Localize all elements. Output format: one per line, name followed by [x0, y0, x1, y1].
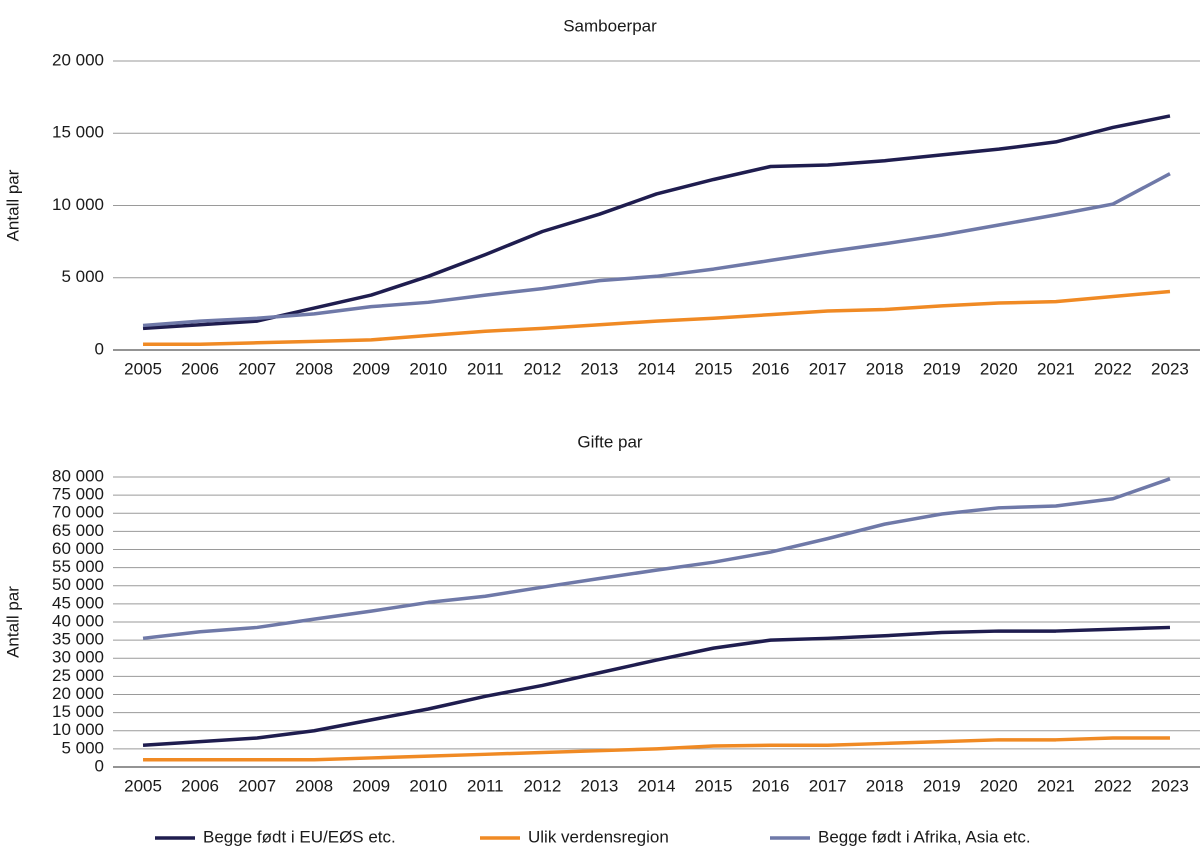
x-tick-label: 2007	[238, 776, 276, 795]
y-tick-label: 25 000	[52, 666, 104, 685]
x-tick-label: 2019	[923, 776, 961, 795]
x-tick-label: 2017	[809, 776, 847, 795]
series-line	[142, 477, 1171, 641]
series-line	[142, 625, 1171, 747]
x-tick-label: 2018	[866, 359, 904, 378]
x-tick-label: 2010	[409, 359, 447, 378]
x-tick-label: 2013	[581, 776, 619, 795]
y-axis-label: Antall par	[3, 586, 22, 658]
chart-title: Gifte par	[577, 432, 643, 451]
y-tick-label: 15 000	[52, 702, 104, 721]
y-tick-label: 65 000	[52, 521, 104, 540]
x-tick-label: 2022	[1094, 359, 1132, 378]
x-tick-label: 2015	[695, 359, 733, 378]
x-tick-label: 2011	[467, 359, 504, 378]
x-tick-label: 2015	[695, 776, 733, 795]
x-tick-label: 2014	[638, 776, 676, 795]
x-tick-label: 2017	[809, 359, 847, 378]
x-tick-label: 2016	[752, 776, 790, 795]
legend-label: Ulik verdensregion	[528, 827, 669, 846]
y-tick-label: 60 000	[52, 539, 104, 558]
x-tick-label: 2020	[980, 776, 1018, 795]
y-tick-label: 50 000	[52, 575, 104, 594]
y-tick-label: 80 000	[52, 466, 104, 485]
y-tick-label: 45 000	[52, 593, 104, 612]
x-tick-label: 2018	[866, 776, 904, 795]
x-tick-label: 2009	[352, 359, 390, 378]
x-tick-label: 2021	[1037, 776, 1075, 795]
y-tick-label: 30 000	[52, 648, 104, 667]
y-tick-label: 70 000	[52, 503, 104, 522]
y-tick-label: 35 000	[52, 630, 104, 649]
x-tick-label: 2009	[352, 776, 390, 795]
x-tick-label: 2014	[638, 359, 676, 378]
x-tick-label: 2008	[295, 359, 333, 378]
x-tick-label: 2007	[238, 359, 276, 378]
x-tick-label: 2012	[523, 776, 561, 795]
x-tick-label: 2023	[1151, 776, 1189, 795]
y-tick-label: 55 000	[52, 557, 104, 576]
y-tick-label: 20 000	[52, 684, 104, 703]
x-tick-label: 2010	[409, 776, 447, 795]
y-tick-label: 5 000	[61, 267, 104, 286]
y-tick-label: 15 000	[52, 123, 104, 142]
y-tick-label: 0	[95, 339, 104, 358]
y-tick-label: 75 000	[52, 485, 104, 504]
x-tick-label: 2022	[1094, 776, 1132, 795]
y-tick-label: 20 000	[52, 50, 104, 69]
x-tick-label: 2020	[980, 359, 1018, 378]
y-tick-label: 5 000	[61, 738, 104, 757]
y-tick-label: 10 000	[52, 195, 104, 214]
x-tick-label: 2008	[295, 776, 333, 795]
x-tick-label: 2005	[124, 776, 162, 795]
x-tick-label: 2005	[124, 359, 162, 378]
legend-label: Begge født i Afrika, Asia etc.	[818, 827, 1031, 846]
x-tick-label: 2019	[923, 359, 961, 378]
x-tick-label: 2016	[752, 359, 790, 378]
x-tick-label: 2006	[181, 359, 219, 378]
series-line	[143, 289, 1171, 346]
x-tick-label: 2012	[523, 359, 561, 378]
x-tick-label: 2021	[1037, 359, 1075, 378]
x-tick-label: 2023	[1151, 359, 1189, 378]
y-tick-label: 0	[95, 756, 104, 775]
series-line	[142, 172, 1171, 328]
chart-title: Samboerpar	[563, 16, 657, 35]
series-line	[142, 114, 1171, 331]
x-tick-label: 2006	[181, 776, 219, 795]
x-tick-label: 2013	[581, 359, 619, 378]
series-line	[143, 736, 1170, 762]
y-axis-label: Antall par	[3, 169, 22, 241]
legend-label: Begge født i EU/EØS etc.	[203, 827, 396, 846]
y-tick-label: 10 000	[52, 720, 104, 739]
x-tick-label: 2011	[467, 776, 504, 795]
y-tick-label: 40 000	[52, 611, 104, 630]
